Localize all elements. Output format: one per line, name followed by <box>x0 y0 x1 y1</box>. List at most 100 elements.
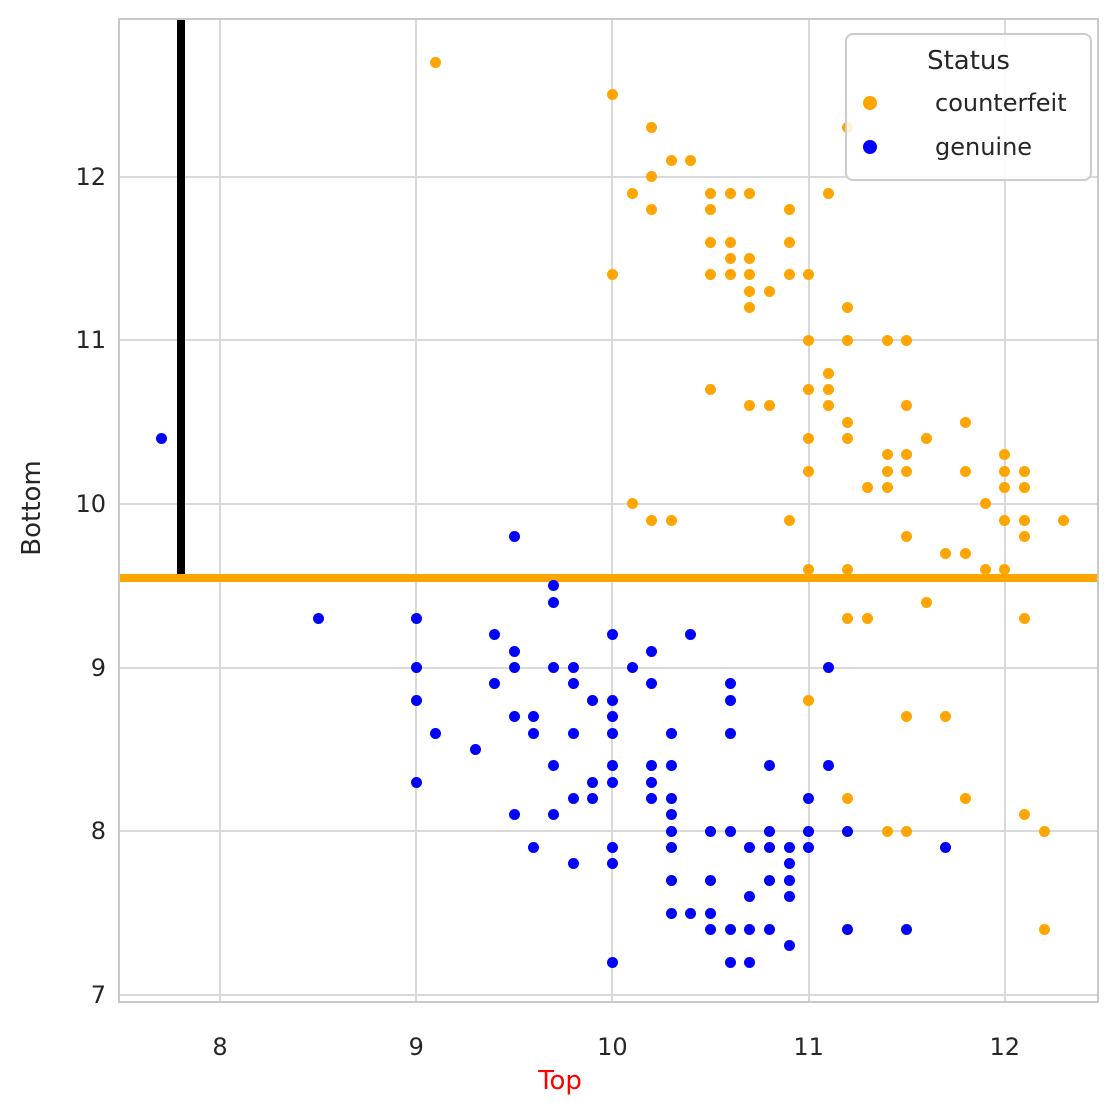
point-counterfeit <box>705 236 717 248</box>
counterfeit-marker-icon <box>863 96 877 110</box>
point-genuine <box>724 694 736 706</box>
point-genuine <box>783 940 795 952</box>
point-counterfeit <box>803 269 815 281</box>
point-counterfeit <box>901 531 913 543</box>
point-counterfeit <box>999 449 1011 461</box>
point-genuine <box>606 760 618 772</box>
point-counterfeit <box>940 547 952 559</box>
gridline-x-12 <box>1003 18 1006 1003</box>
y-tick-label-10: 10 <box>75 489 106 518</box>
point-counterfeit <box>960 547 972 559</box>
point-counterfeit <box>1018 514 1030 526</box>
point-counterfeit <box>881 825 893 837</box>
point-genuine <box>724 825 736 837</box>
point-counterfeit <box>1018 482 1030 494</box>
point-counterfeit <box>724 269 736 281</box>
point-counterfeit <box>803 383 815 395</box>
point-genuine <box>646 792 658 804</box>
point-genuine <box>489 629 501 641</box>
point-genuine <box>528 842 540 854</box>
point-counterfeit <box>783 269 795 281</box>
point-counterfeit <box>430 56 442 68</box>
point-genuine <box>744 956 756 968</box>
point-counterfeit <box>842 433 854 444</box>
genuine-marker-icon <box>863 140 877 154</box>
point-genuine <box>724 678 736 690</box>
point-genuine <box>606 711 618 723</box>
point-counterfeit <box>646 122 658 134</box>
point-genuine <box>567 662 579 674</box>
point-genuine <box>567 727 579 739</box>
point-genuine <box>783 891 795 903</box>
point-genuine <box>548 580 560 592</box>
x-tick-label-8: 8 <box>212 1033 228 1061</box>
point-counterfeit <box>744 253 756 265</box>
gridline-y-9 <box>118 666 1099 669</box>
point-counterfeit <box>881 465 893 477</box>
point-genuine <box>783 858 795 870</box>
point-genuine <box>548 809 560 821</box>
point-genuine <box>469 743 481 755</box>
point-genuine <box>822 662 834 674</box>
point-counterfeit <box>626 498 638 510</box>
point-genuine <box>842 923 854 935</box>
point-genuine <box>783 874 795 886</box>
point-counterfeit <box>1018 612 1030 624</box>
point-genuine <box>685 629 697 641</box>
point-genuine <box>548 596 560 608</box>
point-counterfeit <box>1018 809 1030 821</box>
point-genuine <box>901 923 913 935</box>
point-genuine <box>587 694 599 706</box>
point-genuine <box>763 874 775 886</box>
point-genuine <box>606 727 618 739</box>
point-counterfeit <box>960 465 972 477</box>
point-counterfeit <box>940 711 952 723</box>
point-counterfeit <box>705 187 717 199</box>
point-genuine <box>410 694 422 706</box>
point-counterfeit <box>920 596 932 608</box>
point-genuine <box>665 874 677 886</box>
point-genuine <box>783 842 795 854</box>
point-genuine <box>312 612 324 624</box>
legend-title: Status <box>927 46 1010 76</box>
point-genuine <box>567 858 579 870</box>
point-counterfeit <box>803 563 815 575</box>
point-genuine <box>646 760 658 772</box>
point-genuine <box>508 531 520 543</box>
point-genuine <box>155 433 167 444</box>
point-counterfeit <box>763 400 775 412</box>
x-tick-label-11: 11 <box>793 1033 824 1061</box>
point-counterfeit <box>861 482 873 494</box>
point-counterfeit <box>979 563 991 575</box>
point-genuine <box>822 760 834 772</box>
gridline-y-7 <box>118 993 1099 996</box>
legend: Status counterfeit genuine <box>845 33 1092 181</box>
point-counterfeit <box>822 367 834 379</box>
point-genuine <box>763 923 775 935</box>
point-counterfeit <box>881 334 893 346</box>
gridline-y-8 <box>118 830 1099 833</box>
point-counterfeit <box>646 171 658 183</box>
point-counterfeit <box>626 187 638 199</box>
point-counterfeit <box>1018 531 1030 543</box>
point-counterfeit <box>803 433 815 444</box>
point-counterfeit <box>1038 923 1050 935</box>
point-genuine <box>606 629 618 641</box>
point-genuine <box>508 809 520 821</box>
legend-item-label: genuine <box>935 133 1033 161</box>
point-counterfeit <box>999 563 1011 575</box>
point-counterfeit <box>665 514 677 526</box>
point-counterfeit <box>822 383 834 395</box>
point-genuine <box>685 907 697 919</box>
point-counterfeit <box>705 383 717 395</box>
point-counterfeit <box>920 433 932 444</box>
point-counterfeit <box>646 514 658 526</box>
point-counterfeit <box>744 269 756 281</box>
point-counterfeit <box>901 465 913 477</box>
point-genuine <box>665 792 677 804</box>
point-counterfeit <box>803 334 815 346</box>
point-genuine <box>508 662 520 674</box>
point-counterfeit <box>744 400 756 412</box>
point-counterfeit <box>842 792 854 804</box>
point-genuine <box>646 678 658 690</box>
